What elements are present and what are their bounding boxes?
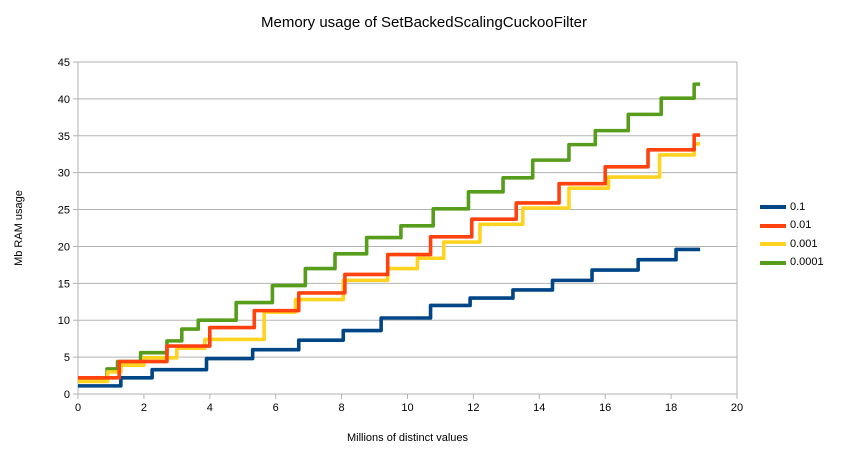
legend-label: 0.01 — [790, 219, 812, 231]
legend-swatch-0.0001 — [760, 260, 786, 265]
x-tick-label: 16 — [599, 402, 611, 414]
y-tick-label: 35 — [58, 131, 70, 143]
x-tick-label: 14 — [533, 402, 545, 414]
x-tick-label: 4 — [207, 402, 213, 414]
legend-item-0.0001: 0.0001 — [760, 254, 824, 272]
x-tick-label: 18 — [665, 402, 677, 414]
y-tick-label: 20 — [58, 241, 70, 253]
y-tick-label: 30 — [58, 168, 70, 180]
legend-item-0.01: 0.01 — [760, 217, 824, 235]
y-tick-label: 45 — [58, 57, 70, 69]
chart-title: Memory usage of SetBackedScalingCuckooFi… — [261, 14, 587, 31]
y-tick-label: 10 — [58, 315, 70, 327]
y-tick-label: 40 — [58, 94, 70, 106]
legend-item-0.001: 0.001 — [760, 235, 824, 253]
legend: 0.1 0.01 0.001 0.0001 — [760, 198, 824, 272]
x-tick-label: 12 — [467, 402, 479, 414]
y-tick-label: 5 — [64, 352, 70, 364]
x-tick-label: 2 — [141, 402, 147, 414]
x-tick-label: 20 — [731, 402, 743, 414]
legend-label: 0.1 — [790, 200, 806, 213]
legend-item-0.1: 0.1 — [760, 198, 824, 216]
series-line-0.1 — [78, 247, 701, 388]
x-tick-label: 6 — [273, 402, 279, 414]
legend-swatch-0.01 — [760, 223, 786, 228]
y-tick-label: 15 — [58, 278, 70, 290]
x-axis-title: Millions of distinct values — [346, 432, 469, 444]
legend-swatch-0.1 — [760, 205, 786, 209]
y-tick-label: 25 — [58, 205, 70, 217]
legend-swatch-0.001 — [760, 242, 786, 246]
x-tick-label: 0 — [75, 402, 81, 414]
y-tick-label: 0 — [64, 389, 70, 401]
x-tick-label: 10 — [401, 402, 413, 414]
x-tick-label: 8 — [339, 402, 345, 414]
series-line-0.0001 — [78, 82, 701, 382]
legend-label: 0.0001 — [790, 256, 824, 268]
legend-label: 0.001 — [790, 237, 818, 250]
series-line-0.01 — [78, 133, 701, 380]
